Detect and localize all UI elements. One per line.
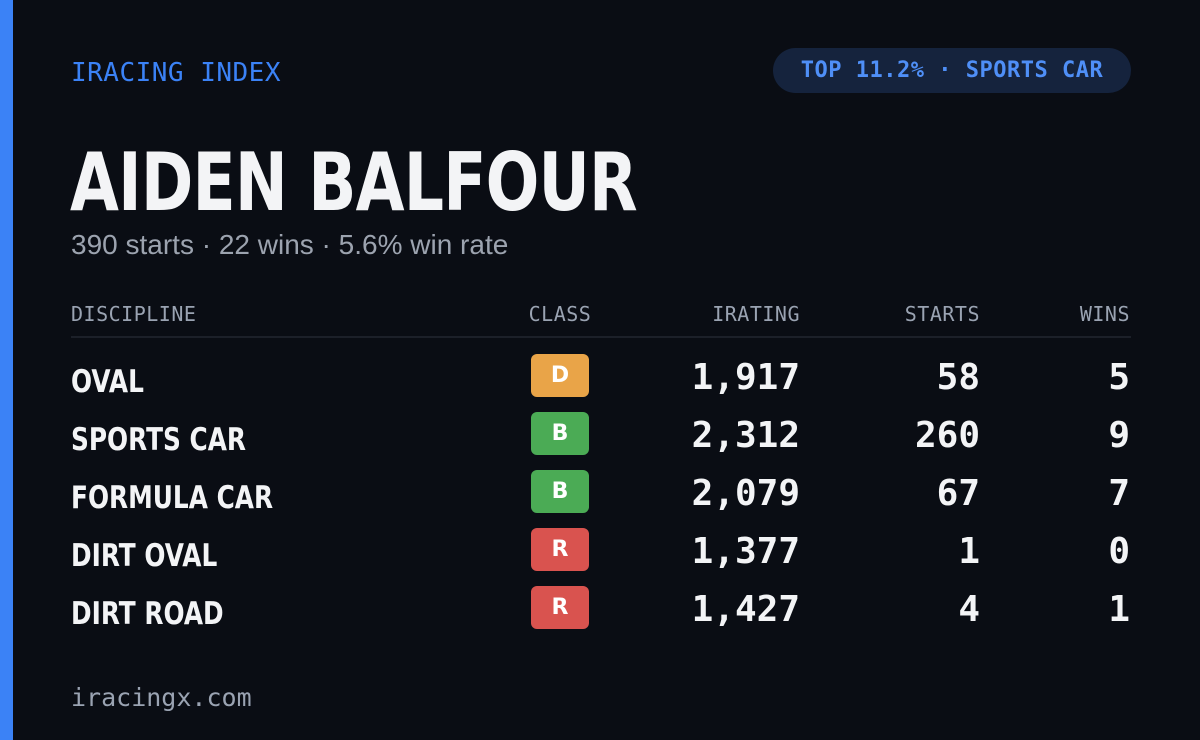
discipline-label: SPORTS CAR (71, 422, 247, 458)
header-wins: WINS (1079, 302, 1130, 326)
table-row: DIRT OVAL R 1,377 1 0 (0, 528, 1200, 586)
header-discipline: DISCIPLINE (71, 302, 197, 326)
starts-value: 58 (936, 357, 980, 398)
class-badge: B (531, 412, 589, 455)
header-class: CLASS (528, 302, 592, 326)
starts-value: 4 (958, 589, 980, 630)
wins-value: 9 (1108, 415, 1130, 456)
table-row: FORMULA CAR B 2,079 67 7 (0, 470, 1200, 528)
footer-url[interactable]: iracingx.com (71, 683, 252, 712)
driver-summary: 390 starts · 22 wins · 5.6% win rate (71, 229, 509, 260)
class-badge: D (531, 354, 589, 397)
irating-value: 1,917 (691, 357, 800, 398)
starts-value: 67 (936, 473, 980, 514)
irating-value: 1,427 (691, 589, 800, 630)
header-starts: STARTS (904, 302, 980, 326)
wins-value: 1 (1108, 589, 1130, 630)
discipline-label: FORMULA CAR (71, 480, 274, 516)
class-badge: B (531, 470, 589, 513)
percentile-badge: TOP 11.2% · SPORTS CAR (773, 48, 1131, 93)
brand-title: IRACING INDEX (71, 58, 281, 88)
discipline-label: DIRT OVAL (71, 538, 218, 574)
irating-value: 1,377 (691, 531, 800, 572)
wins-value: 7 (1108, 473, 1130, 514)
table-row: OVAL D 1,917 58 5 (0, 354, 1200, 412)
discipline-label: OVAL (71, 364, 144, 400)
starts-value: 260 (914, 415, 980, 456)
header-divider (71, 336, 1131, 338)
discipline-label: DIRT ROAD (71, 596, 224, 632)
irating-value: 2,312 (691, 415, 800, 456)
driver-name: AIDEN BALFOUR (70, 136, 638, 229)
table-row: DIRT ROAD R 1,427 4 1 (0, 586, 1200, 644)
starts-value: 1 (958, 531, 980, 572)
wins-value: 5 (1108, 357, 1130, 398)
table-row: SPORTS CAR B 2,312 260 9 (0, 412, 1200, 470)
accent-bar (0, 0, 13, 740)
irating-value: 2,079 (691, 473, 800, 514)
header-irating: IRATING (712, 302, 800, 326)
class-badge: R (531, 586, 589, 629)
wins-value: 0 (1108, 531, 1130, 572)
class-badge: R (531, 528, 589, 571)
